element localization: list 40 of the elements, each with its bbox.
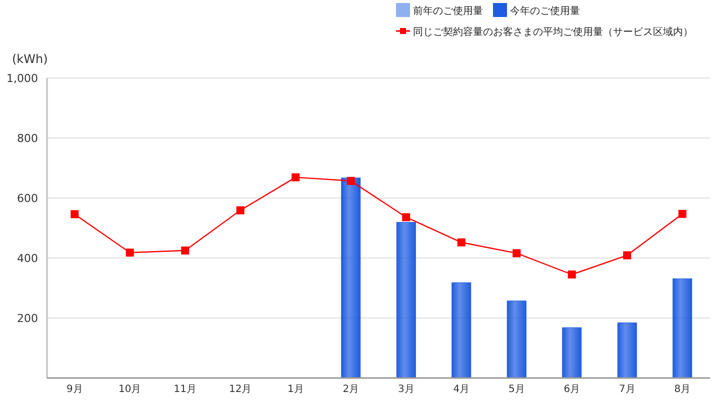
y-tick-label: 200 (17, 312, 38, 325)
x-tick-label: 3月 (398, 384, 414, 395)
x-tick-label: 5月 (508, 384, 525, 395)
bar (506, 300, 526, 378)
x-tick-label: 4月 (453, 384, 470, 395)
point (126, 248, 134, 257)
point (402, 213, 410, 222)
bar (672, 278, 692, 378)
legend-label: 前年のご使用量 (413, 5, 483, 17)
bar (562, 327, 582, 378)
point (346, 176, 355, 185)
x-tick-label: 7月 (618, 384, 636, 395)
x-tick-label: 8月 (674, 384, 691, 395)
y-tick-label: 1,000 (6, 72, 38, 85)
y-tick-label: 600 (17, 192, 38, 205)
y-axis-title: (kWh) (12, 52, 48, 66)
point (70, 210, 79, 218)
point (678, 210, 686, 218)
bar (396, 222, 416, 378)
bar (341, 178, 361, 378)
point (181, 246, 190, 254)
y-tick-label: 400 (17, 252, 38, 265)
point (292, 173, 300, 182)
point (236, 206, 244, 214)
point (512, 249, 521, 258)
legend-label: 今年のご使用量 (510, 5, 580, 17)
x-tick-label: 10月 (118, 384, 142, 395)
legend-label: 同じご契約容量のお客さまの平均ご使用量（サービス区域内） (413, 26, 693, 38)
x-tick-label: 2月 (342, 384, 360, 395)
y-tick-label: 800 (17, 132, 38, 145)
point (568, 270, 576, 278)
bar (452, 282, 472, 378)
x-tick-label: 12月 (229, 384, 252, 395)
point (623, 251, 632, 260)
point (457, 238, 466, 246)
x-tick-label: 9月 (66, 384, 83, 395)
x-tick-label: 11月 (174, 384, 196, 395)
x-tick-label: 6月 (564, 384, 580, 395)
x-tick-label: 1月 (287, 384, 304, 395)
bar (617, 322, 637, 378)
